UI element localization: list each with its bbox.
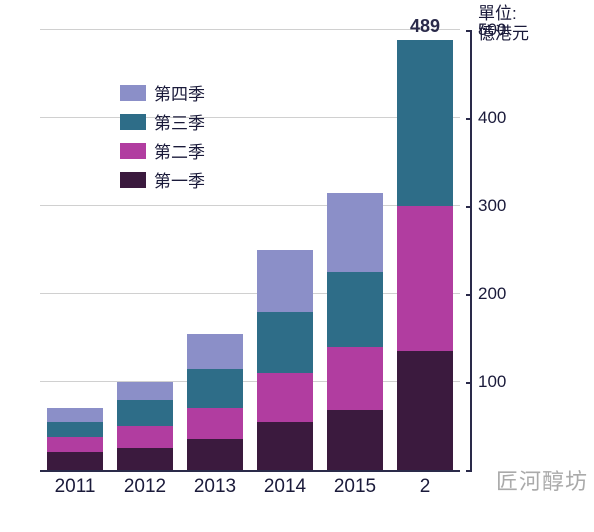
x-tick-label: 2013 <box>187 476 243 498</box>
legend-label: 第二季 <box>154 138 205 163</box>
legend-item-q4: 第四季 <box>120 80 205 105</box>
bar-segment-q2 <box>257 373 313 421</box>
bar-segment-q1 <box>117 448 173 470</box>
bar <box>47 408 103 470</box>
bar-segment-q2 <box>187 408 243 439</box>
y-tick-label: 200 <box>478 284 506 304</box>
bar <box>257 250 313 470</box>
x-tick-label: 2 <box>397 476 453 498</box>
bar-segment-q2 <box>397 206 453 351</box>
y-tick <box>466 294 472 296</box>
bar-segment-q1 <box>327 410 383 470</box>
legend-label: 第三季 <box>154 109 205 134</box>
bar-segment-q4 <box>257 250 313 312</box>
bar-segment-q2 <box>327 347 383 410</box>
bar-segment-q4 <box>47 408 103 421</box>
bar-segment-q4 <box>117 382 173 400</box>
legend-swatch <box>120 172 146 188</box>
bar-segment-q2 <box>117 426 173 448</box>
bar-top-label: 489 <box>397 16 453 37</box>
bar-segment-q3 <box>47 422 103 437</box>
legend-swatch <box>120 85 146 101</box>
x-tick-label: 2015 <box>327 476 383 498</box>
bar: 489 <box>397 40 453 470</box>
bar <box>327 193 383 470</box>
x-axis-labels: 2011 2012 2013 2014 2015 2 <box>40 476 460 498</box>
legend: 第四季第三季第二季第一季 <box>120 80 205 196</box>
legend-label: 第一季 <box>154 167 205 192</box>
legend-label: 第四季 <box>154 80 205 105</box>
bar-segment-q4 <box>327 193 383 272</box>
y-tick <box>466 118 472 120</box>
y-tick <box>466 206 472 208</box>
y-axis: 100200300400500 <box>470 30 532 470</box>
bar <box>187 334 243 470</box>
bar-segment-q1 <box>187 439 243 470</box>
y-tick-label: 100 <box>478 372 506 392</box>
bar-segment-q1 <box>257 422 313 470</box>
bar-segment-q3 <box>257 312 313 374</box>
unit-label: 單位: 億港元 <box>478 4 529 45</box>
bar-segment-q1 <box>397 351 453 470</box>
y-tick <box>466 382 472 384</box>
x-tick-label: 2012 <box>117 476 173 498</box>
legend-item-q3: 第三季 <box>120 109 205 134</box>
bar <box>117 382 173 470</box>
x-tick-label: 2011 <box>47 476 103 498</box>
bar-segment-q2 <box>47 437 103 453</box>
bar-segment-q3 <box>327 272 383 347</box>
bar-segment-q3 <box>397 40 453 206</box>
bars-container: 489 <box>40 30 460 470</box>
legend-swatch <box>120 143 146 159</box>
y-tick-label: 400 <box>478 108 506 128</box>
bar-segment-q4 <box>187 334 243 369</box>
x-tick-label: 2014 <box>257 476 313 498</box>
bar-segment-q1 <box>47 452 103 470</box>
y-tick <box>466 30 472 32</box>
legend-item-q2: 第二季 <box>120 138 205 163</box>
legend-item-q1: 第一季 <box>120 167 205 192</box>
bar-segment-q3 <box>117 400 173 426</box>
bar-segment-q3 <box>187 369 243 409</box>
chart-area: 489 201120122013201420152 <box>40 30 460 470</box>
legend-swatch <box>120 114 146 130</box>
y-tick-label: 300 <box>478 196 506 216</box>
y-tick <box>466 470 472 472</box>
